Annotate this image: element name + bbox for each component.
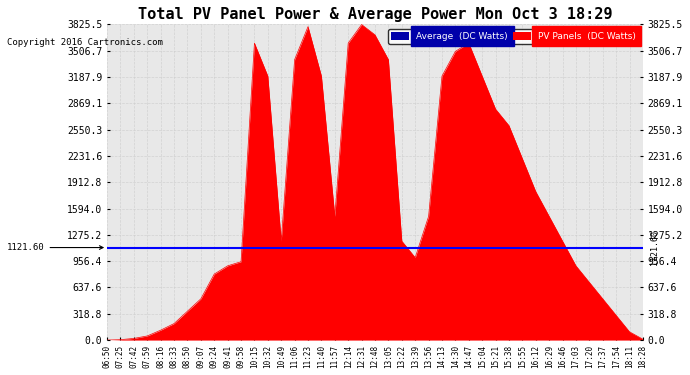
Text: 1121.60: 1121.60	[7, 243, 103, 252]
Text: Copyright 2016 Cartronics.com: Copyright 2016 Cartronics.com	[7, 38, 163, 47]
Title: Total PV Panel Power & Average Power Mon Oct 3 18:29: Total PV Panel Power & Average Power Mon…	[138, 7, 612, 22]
Legend: Average  (DC Watts), PV Panels  (DC Watts): Average (DC Watts), PV Panels (DC Watts)	[388, 29, 638, 44]
Text: 1121.60: 1121.60	[650, 230, 659, 265]
